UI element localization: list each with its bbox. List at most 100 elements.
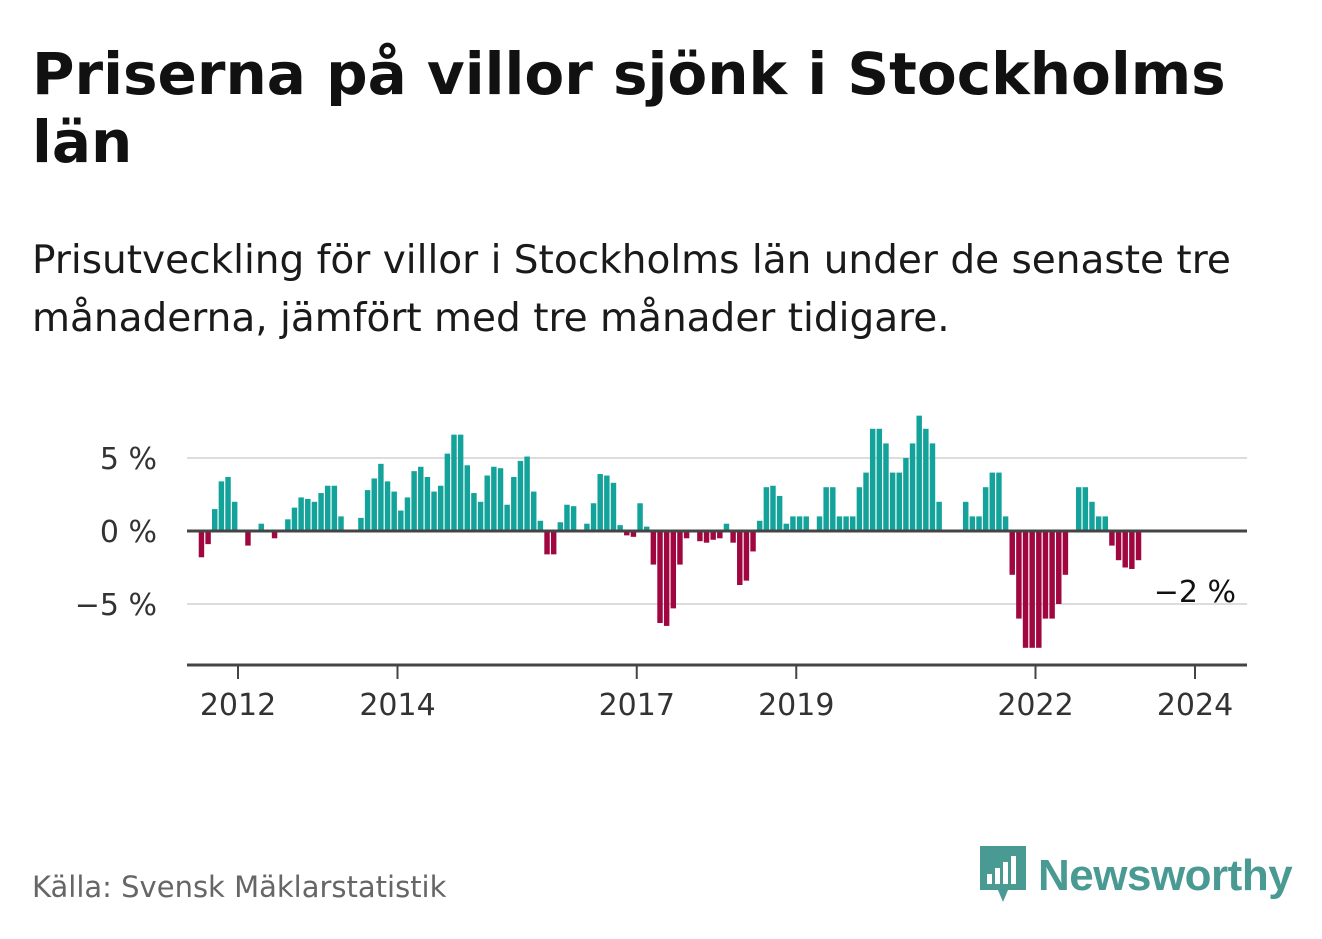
bar — [431, 491, 437, 531]
bar — [903, 458, 909, 531]
bar — [604, 475, 610, 531]
x-tick-label: 2014 — [359, 688, 435, 723]
bar — [550, 531, 557, 555]
bar — [1029, 531, 1035, 648]
bar — [683, 531, 690, 539]
bar — [311, 501, 318, 531]
bar — [796, 516, 803, 531]
bar — [630, 531, 637, 537]
bar — [783, 523, 790, 531]
bar — [650, 531, 657, 565]
bar — [378, 463, 384, 531]
bar — [1109, 531, 1115, 546]
bar — [863, 472, 869, 531]
bar — [1009, 531, 1015, 575]
bar — [570, 506, 577, 531]
bar-chart: 2012 2014 2017 2019 2022 2024 5 % 0 % −5 % −2 % — [75, 415, 1247, 723]
bar — [657, 531, 663, 623]
bar — [969, 516, 976, 531]
bar — [491, 466, 497, 531]
bar — [1036, 531, 1042, 648]
bar — [285, 519, 291, 531]
bar — [876, 428, 883, 531]
bar — [497, 468, 504, 531]
bar — [418, 466, 424, 531]
bar — [889, 472, 896, 531]
bar — [584, 523, 590, 531]
bar — [477, 501, 484, 531]
bar — [1082, 487, 1089, 531]
bar — [384, 481, 391, 531]
bar — [564, 504, 570, 531]
bar — [484, 475, 490, 531]
bar — [836, 516, 843, 531]
bar — [398, 510, 404, 531]
bar — [511, 476, 517, 531]
bar — [391, 491, 397, 531]
y-tick-label: 0 % — [100, 515, 157, 550]
bar — [338, 516, 344, 531]
bar — [737, 531, 743, 586]
bar — [1016, 531, 1022, 619]
bar — [404, 497, 411, 531]
bar — [457, 434, 464, 531]
bar — [298, 497, 304, 531]
bar — [962, 501, 969, 531]
bar — [424, 476, 431, 531]
bar — [1056, 531, 1062, 604]
bar — [1122, 531, 1128, 568]
bar — [258, 523, 264, 531]
bar — [710, 531, 716, 540]
bar — [245, 531, 251, 546]
y-tick-label: −5 % — [75, 588, 157, 623]
bar — [909, 443, 916, 531]
bar — [929, 443, 936, 531]
bar — [590, 503, 597, 531]
bar — [225, 476, 231, 531]
bar — [850, 516, 856, 531]
source-note: Källa: Svensk Mäklarstatistik — [32, 870, 447, 904]
x-tick-label: 2022 — [997, 688, 1073, 723]
bar — [936, 501, 942, 531]
bar — [1062, 531, 1069, 575]
bar — [637, 503, 643, 531]
bar — [1049, 531, 1055, 619]
bar — [703, 531, 710, 543]
bar — [730, 531, 736, 543]
bar — [318, 493, 324, 531]
chart-subtitle: Prisutveckling för villor i Stockholms l… — [32, 238, 1231, 341]
bar — [1102, 516, 1109, 531]
bar — [331, 485, 338, 531]
bar — [531, 491, 537, 531]
bar — [663, 531, 670, 626]
last-value-annotation: −2 % — [1154, 575, 1236, 610]
bar — [218, 481, 225, 531]
bar — [643, 526, 650, 531]
bar — [617, 525, 623, 531]
bar — [996, 472, 1002, 531]
bar — [597, 474, 603, 531]
bar — [411, 471, 417, 531]
x-tick-label: 2017 — [599, 688, 675, 723]
bar — [1089, 501, 1095, 531]
y-tick-label: 5 % — [100, 442, 157, 477]
bar — [723, 523, 730, 531]
bar — [1002, 516, 1009, 531]
bar — [464, 465, 471, 531]
chart-title: Priserna på villor sjönk i Stockholms lä… — [32, 40, 1226, 176]
bar — [816, 516, 823, 531]
bar — [1095, 516, 1102, 531]
bar — [883, 443, 889, 531]
bar — [843, 516, 849, 531]
bar — [896, 472, 902, 531]
bar — [231, 501, 238, 531]
x-tick-label: 2024 — [1157, 688, 1233, 723]
bar — [544, 531, 550, 555]
bar — [517, 460, 524, 531]
bar — [670, 531, 677, 609]
bar — [358, 517, 364, 531]
bar — [504, 504, 510, 531]
bar — [471, 493, 477, 531]
bar — [989, 472, 996, 531]
bar — [271, 531, 278, 539]
